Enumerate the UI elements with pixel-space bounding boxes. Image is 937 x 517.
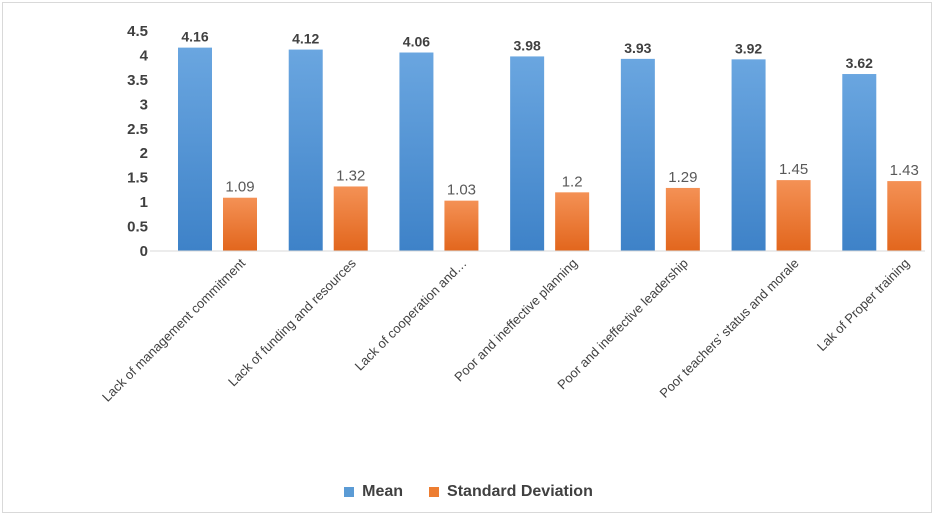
data-label-sd-1: 1.32 <box>336 167 365 184</box>
x-tick-label-1: Lack of funding and resources <box>225 255 359 389</box>
y-tick-label-7: 3.5 <box>127 72 148 89</box>
bar-sd-2[interactable] <box>444 200 479 251</box>
bar-mean-0[interactable] <box>178 47 212 251</box>
bar-mean-6[interactable] <box>842 74 877 252</box>
legend-item-sd[interactable]: Standard Deviation <box>429 483 593 501</box>
x-tick-label-4: Poor and ineffective leadership <box>554 256 691 393</box>
bar-mean-4[interactable] <box>620 58 655 251</box>
y-tick-label-1: 0.5 <box>127 219 148 236</box>
data-label-sd-6: 1.43 <box>890 162 919 179</box>
y-tick-label-0: 0 <box>140 243 148 260</box>
data-label-mean-3: 3.98 <box>514 37 541 53</box>
x-tick-label-2: Lack of cooperation and… <box>352 256 470 374</box>
legend-item-mean[interactable]: Mean <box>344 483 403 501</box>
x-tick-label-6: Lak of Proper training <box>814 256 912 354</box>
bar-mean-2[interactable] <box>399 52 434 252</box>
bar-sd-0[interactable] <box>223 197 257 251</box>
data-label-mean-2: 4.06 <box>403 34 430 50</box>
data-label-mean-4: 3.93 <box>624 40 651 56</box>
y-tick-label-8: 4 <box>140 47 149 64</box>
y-tick-label-3: 1.5 <box>127 170 148 187</box>
data-label-mean-6: 3.62 <box>846 55 873 71</box>
y-axis: 0 0.5 1 1.5 2 2.5 3 3.5 4 4.5 <box>127 23 149 260</box>
bar-mean-3[interactable] <box>510 56 545 251</box>
data-label-mean-5: 3.92 <box>735 40 762 56</box>
y-tick-label-2: 1 <box>140 194 148 211</box>
bar-mean-5[interactable] <box>731 59 766 251</box>
legend-label-sd: Standard Deviation <box>447 483 593 500</box>
x-tick-label-3: Poor and ineffective planning <box>451 256 580 385</box>
y-tick-label-6: 3 <box>140 96 148 113</box>
bar-sd-3[interactable] <box>555 192 590 251</box>
data-label-mean-1: 4.12 <box>292 31 319 47</box>
data-label-sd-2: 1.03 <box>447 182 476 199</box>
bars <box>178 47 922 252</box>
x-tick-label-0: Lack of management commitment <box>99 255 248 404</box>
bar-sd-5[interactable] <box>776 180 811 251</box>
y-tick-label-5: 2.5 <box>127 121 148 138</box>
bar-mean-1[interactable] <box>288 49 323 252</box>
y-tick-label-9: 4.5 <box>127 23 148 40</box>
bar-sd-6[interactable] <box>887 181 922 251</box>
bar-sd-1[interactable] <box>333 186 368 251</box>
y-tick-label-4: 2 <box>140 145 148 162</box>
data-label-mean-0: 4.16 <box>181 29 208 45</box>
data-label-sd-4: 1.29 <box>668 169 697 186</box>
data-label-sd-5: 1.45 <box>779 161 808 178</box>
data-label-sd-3: 1.2 <box>562 173 583 190</box>
data-label-sd-0: 1.09 <box>225 179 254 196</box>
legend-swatch-sd <box>429 487 440 497</box>
data-labels: 4.16 4.12 4.06 3.98 3.93 3.92 3.62 1.09 1.32 1.03… <box>181 29 919 199</box>
legend-swatch-mean <box>344 487 355 497</box>
bar-sd-4[interactable] <box>665 187 700 251</box>
legend: Mean Standard Deviation <box>0 483 937 501</box>
legend-label-mean: Mean <box>362 483 404 500</box>
